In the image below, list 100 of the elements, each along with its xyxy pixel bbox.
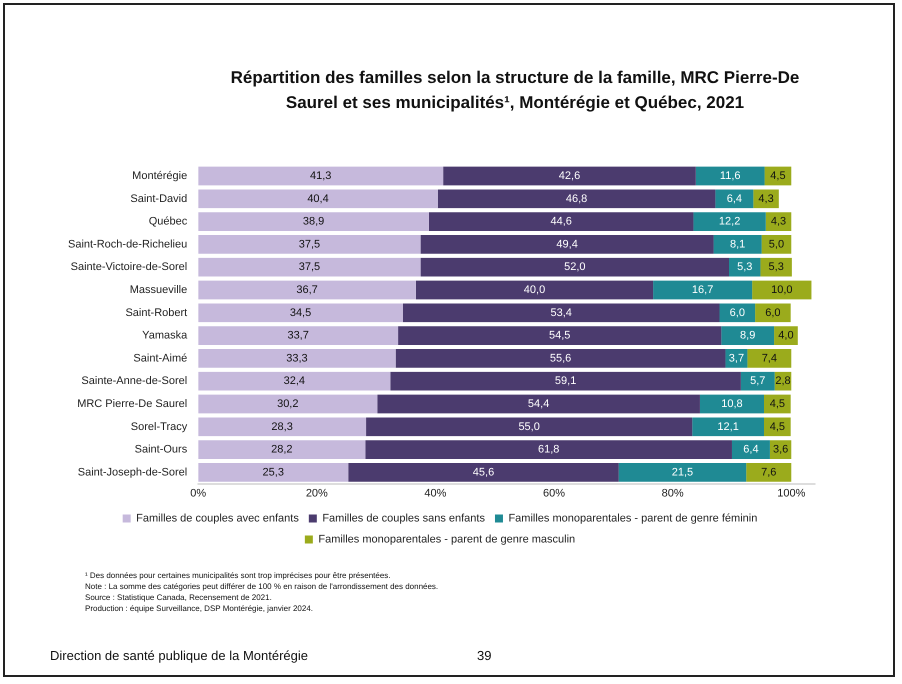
data-label: 12,1 bbox=[717, 420, 739, 433]
data-label: 55,0 bbox=[518, 420, 540, 433]
x-tick-label: 0% bbox=[190, 487, 206, 500]
y-tick-label: Saint-Roch-de-Richelieu bbox=[68, 238, 188, 250]
data-label: 8,1 bbox=[730, 238, 746, 250]
legend-label: Familles de couples avec enfants bbox=[136, 512, 300, 525]
data-label: 45,6 bbox=[472, 466, 494, 478]
bar bbox=[764, 166, 792, 186]
data-label: 32,4 bbox=[284, 375, 306, 388]
y-tick-label: Saint-Joseph-de-Sorel bbox=[78, 466, 188, 478]
y-tick-label: Québec bbox=[148, 216, 188, 228]
bar bbox=[348, 463, 619, 482]
bar bbox=[618, 463, 746, 482]
y-tick-label: Saint-David bbox=[130, 192, 188, 205]
data-label: 33,3 bbox=[286, 352, 308, 364]
data-label: 61,8 bbox=[538, 444, 560, 456]
data-label: 52,0 bbox=[564, 261, 586, 274]
bar bbox=[438, 189, 716, 208]
y-tick-label: MRC Pierre-De Saurel bbox=[77, 398, 188, 410]
bar bbox=[720, 303, 756, 322]
text: 39 bbox=[477, 648, 492, 663]
bar bbox=[721, 326, 774, 345]
bar bbox=[740, 372, 775, 391]
bar bbox=[198, 463, 348, 482]
data-label: 11,6 bbox=[720, 170, 740, 182]
bar bbox=[402, 303, 720, 322]
bar bbox=[198, 394, 378, 414]
bar bbox=[696, 166, 765, 186]
bar bbox=[714, 235, 762, 254]
data-label: 6,0 bbox=[730, 306, 745, 319]
legend-label: Familles monoparentales - parent de genre féminin bbox=[508, 512, 758, 525]
data-label: 4,5 bbox=[770, 170, 786, 182]
data-label: 6,4 bbox=[726, 192, 742, 205]
y-tick-label: Saint-Aimé bbox=[133, 352, 188, 364]
data-label: 7,4 bbox=[762, 352, 777, 364]
data-label: 4,5 bbox=[770, 420, 785, 433]
bar bbox=[416, 280, 654, 300]
x-tick-label: 40% bbox=[424, 487, 447, 500]
bar bbox=[377, 394, 700, 414]
legend-label: Familles de couples sans enfants bbox=[322, 512, 486, 525]
legend-label: Familles monoparentales - parent de genre masculin bbox=[318, 534, 576, 546]
data-label: 33,7 bbox=[287, 330, 309, 342]
data-label: 12,2 bbox=[718, 216, 740, 228]
bar bbox=[198, 258, 421, 277]
bar bbox=[390, 372, 741, 391]
data-label: 53,4 bbox=[550, 306, 572, 319]
data-label: 44,6 bbox=[550, 216, 572, 228]
text: Direction de santé publique de la Montérégie bbox=[50, 648, 308, 663]
bar bbox=[198, 372, 390, 391]
bar bbox=[366, 417, 692, 436]
bar bbox=[762, 235, 792, 254]
data-label: 10,8 bbox=[721, 398, 743, 410]
bar bbox=[198, 166, 444, 186]
data-label: 41,3 bbox=[310, 170, 332, 182]
bar bbox=[653, 280, 752, 300]
y-tick-label: Sainte-Victoire-de-Sorel bbox=[70, 261, 188, 274]
data-label: 37,5 bbox=[298, 261, 320, 274]
bar bbox=[198, 417, 366, 436]
bar bbox=[732, 440, 770, 459]
text: Production : équipe Surveillance, DSP Montérégie, janvier 2024. bbox=[85, 603, 314, 614]
data-label: 40,4 bbox=[307, 192, 329, 205]
bar bbox=[198, 189, 438, 208]
data-label: 59,1 bbox=[554, 375, 576, 388]
y-tick-label: Sorel-Tracy bbox=[130, 420, 188, 433]
data-label: 54,4 bbox=[528, 398, 550, 410]
chart-title: Répartition des familles selon la structure de la famille, MRC Pierre-De Saurel et ses municipalités¹, Montérégie et Québec, 2021 bbox=[230, 67, 800, 114]
data-label: 21,5 bbox=[672, 466, 694, 478]
bar bbox=[752, 280, 812, 300]
data-label: 5,7 bbox=[750, 375, 766, 388]
data-label: 7,6 bbox=[761, 466, 776, 478]
data-label: 3,7 bbox=[728, 352, 744, 364]
bar bbox=[715, 189, 754, 208]
data-label: 55,6 bbox=[550, 352, 572, 364]
bar bbox=[700, 394, 764, 414]
data-label: 34,5 bbox=[290, 306, 312, 319]
bar bbox=[396, 349, 726, 368]
x-tick-label: 60% bbox=[543, 487, 566, 500]
data-label: 38,9 bbox=[302, 216, 324, 228]
bar bbox=[747, 349, 792, 368]
y-tick-label: Sainte-Anne-de-Sorel bbox=[81, 375, 188, 388]
bar bbox=[755, 303, 791, 322]
data-label: 5,3 bbox=[737, 261, 752, 274]
data-label: 40,0 bbox=[524, 284, 546, 296]
bar bbox=[420, 235, 714, 254]
bar bbox=[198, 280, 416, 300]
y-tick-label: Saint-Robert bbox=[125, 306, 188, 319]
bar bbox=[198, 349, 396, 368]
y-tick-label: Massueville bbox=[130, 284, 188, 296]
bar bbox=[398, 326, 722, 345]
bar bbox=[420, 258, 730, 277]
data-label: 10,0 bbox=[771, 284, 792, 296]
data-label: 28,2 bbox=[271, 444, 293, 456]
data-label: 4,3 bbox=[758, 192, 774, 205]
data-label: 6,4 bbox=[743, 444, 759, 456]
data-label: 4,0 bbox=[778, 330, 794, 342]
bar bbox=[198, 326, 398, 345]
y-tick-label: Montérégie bbox=[132, 170, 188, 182]
x-tick-label: 100% bbox=[777, 487, 806, 500]
y-tick-label: Yamaska bbox=[142, 330, 188, 342]
bar bbox=[764, 394, 791, 414]
